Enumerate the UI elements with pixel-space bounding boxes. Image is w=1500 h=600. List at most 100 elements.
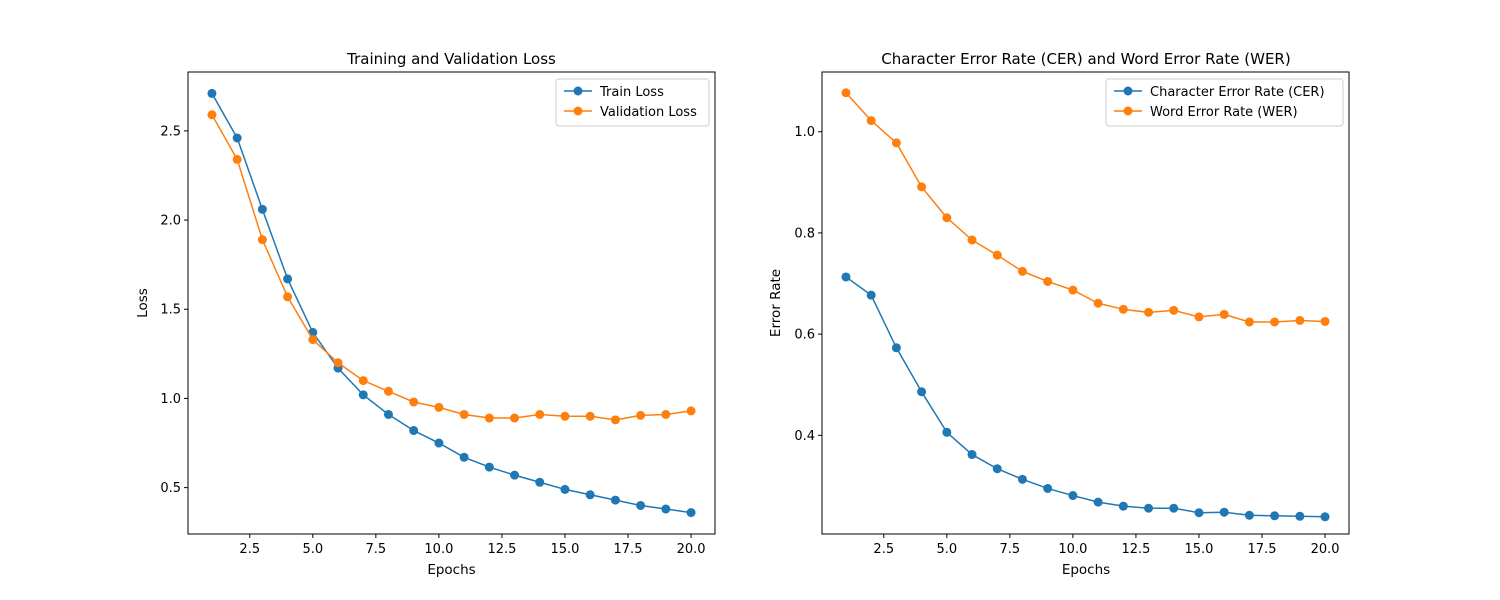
data-point-character-error-rate-cer [1068,491,1078,501]
data-point-character-error-rate-cer [1219,507,1229,517]
error-rate-chart-y-ticks: 0.4 0.6 0.8 1.0 [794,125,822,444]
loss-chart-y-tick-label: 0.5 [160,481,181,496]
loss-chart: Training and Validation Loss Epochs Loss… [135,50,716,578]
data-point-validation-loss [333,358,343,368]
data-point-validation-loss [207,110,217,120]
data-point-validation-loss [560,411,570,421]
data-point-train-loss [283,274,293,284]
loss-chart-legend: Train Loss Validation Loss [555,78,710,127]
data-point-word-error-rate-wer [1017,266,1027,276]
data-point-word-error-rate-wer [1144,307,1154,317]
data-point-train-loss [661,504,671,514]
data-point-word-error-rate-wer [1270,317,1280,327]
data-point-word-error-rate-wer [992,250,1002,260]
data-point-word-error-rate-wer [1194,312,1204,322]
data-point-character-error-rate-cer [891,343,901,353]
data-point-validation-loss [232,154,242,164]
error-rate-chart-legend: Character Error Rate (CER) Word Error Ra… [1105,78,1344,127]
loss-chart-y-tick-label: 1.0 [160,392,181,407]
legend-marker-wer [1123,106,1133,116]
data-point-train-loss [383,409,393,419]
data-point-train-loss [257,204,267,214]
loss-chart-x-tick-label: 17.5 [614,542,643,557]
loss-chart-x-tick-label: 5.0 [302,542,323,557]
data-point-character-error-rate-cer [1244,510,1254,520]
error-rate-chart-ylabel: Error Rate [768,269,784,337]
data-point-train-loss [510,470,520,480]
data-point-train-loss [560,484,570,494]
loss-chart-plot-area [207,88,696,518]
data-point-character-error-rate-cer [942,427,952,437]
error-rate-chart-x-tick-label: 20.0 [1311,542,1340,557]
data-point-character-error-rate-cer [1118,501,1128,511]
data-point-character-error-rate-cer [1017,474,1027,484]
data-point-validation-loss [434,402,444,412]
loss-chart-y-ticks: 0.5 1.0 1.5 2.0 2.5 [160,124,188,496]
data-point-train-loss [636,500,646,510]
data-point-word-error-rate-wer [942,213,952,223]
error-rate-chart-y-tick-label: 0.4 [794,429,815,444]
data-point-character-error-rate-cer [866,290,876,300]
legend-marker-cer [1123,86,1133,96]
data-point-word-error-rate-wer [1118,304,1128,314]
data-point-validation-loss [459,409,469,419]
data-point-validation-loss [636,410,646,420]
loss-chart-x-tick-label: 2.5 [239,542,260,557]
data-point-character-error-rate-cer [1295,511,1305,521]
loss-chart-axes-frame [187,71,716,535]
data-point-validation-loss [257,235,267,245]
data-point-word-error-rate-wer [1169,305,1179,315]
error-rate-chart-x-tick-label: 10.0 [1058,542,1087,557]
data-point-word-error-rate-wer [841,88,851,98]
data-point-character-error-rate-cer [1270,511,1280,521]
data-point-validation-loss [510,413,520,423]
error-rate-chart-x-tick-label: 12.5 [1121,542,1150,557]
data-point-train-loss [358,390,368,400]
data-point-character-error-rate-cer [841,272,851,282]
data-point-train-loss [434,438,444,448]
data-point-word-error-rate-wer [1093,298,1103,308]
error-rate-chart-y-tick-label: 0.6 [794,328,815,343]
error-rate-chart-axes-frame [821,71,1350,535]
data-point-validation-loss [409,397,419,407]
data-point-validation-loss [585,411,595,421]
data-point-validation-loss [686,406,696,416]
error-rate-chart-xlabel: Epochs [1062,562,1110,578]
data-point-character-error-rate-cer [1093,497,1103,507]
loss-chart-xlabel: Epochs [427,562,475,578]
loss-chart-x-tick-label: 7.5 [366,542,387,557]
loss-chart-x-ticks: 2.5 5.0 7.5 10.0 12.5 15.0 17.5 20.0 [239,534,706,557]
error-rate-chart-x-tick-label: 5.0 [936,542,957,557]
loss-chart-x-tick-label: 15.0 [550,542,579,557]
data-point-character-error-rate-cer [1169,503,1179,513]
error-rate-chart-x-tick-label: 15.0 [1184,542,1213,557]
loss-chart-x-tick-label: 10.0 [424,542,453,557]
data-point-train-loss [207,88,217,98]
loss-chart-y-tick-label: 1.5 [160,303,181,318]
data-point-train-loss [585,490,595,500]
error-rate-chart-y-tick-label: 0.8 [794,226,815,241]
data-point-word-error-rate-wer [967,235,977,245]
data-point-train-loss [459,452,469,462]
data-point-validation-loss [484,413,494,423]
legend-label-validation-loss: Validation Loss [600,105,697,120]
error-rate-chart-x-ticks: 2.5 5.0 7.5 10.0 12.5 15.0 17.5 20.0 [873,534,1340,557]
data-point-word-error-rate-wer [866,116,876,126]
loss-chart-y-tick-label: 2.5 [160,124,181,139]
data-point-train-loss [610,495,620,505]
data-point-word-error-rate-wer [1244,317,1254,327]
error-rate-chart-y-tick-label: 1.0 [794,125,815,140]
data-point-word-error-rate-wer [1320,316,1330,326]
loss-chart-y-tick-label: 2.0 [160,214,181,229]
legend-marker-validation-loss [573,106,583,116]
data-point-validation-loss [535,409,545,419]
data-point-character-error-rate-cer [1043,483,1053,493]
data-point-word-error-rate-wer [917,182,927,192]
data-point-character-error-rate-cer [1194,508,1204,518]
data-point-train-loss [232,133,242,143]
data-point-train-loss [409,426,419,436]
data-point-word-error-rate-wer [1068,285,1078,295]
data-point-train-loss [686,508,696,518]
data-point-character-error-rate-cer [1144,503,1154,513]
legend-label-train-loss: Train Loss [599,85,664,100]
